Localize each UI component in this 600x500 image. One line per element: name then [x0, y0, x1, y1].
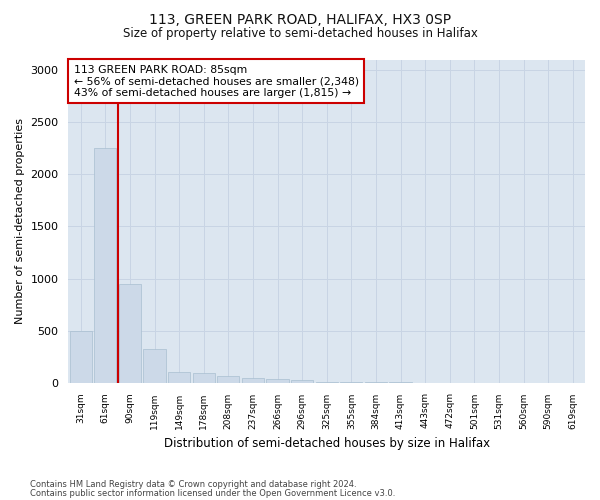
Bar — [143, 349, 166, 382]
Text: 113 GREEN PARK ROAD: 85sqm
← 56% of semi-detached houses are smaller (2,348)
43%: 113 GREEN PARK ROAD: 85sqm ← 56% of semi… — [74, 65, 359, 98]
Bar — [242, 378, 264, 382]
Text: Contains HM Land Registry data © Crown copyright and database right 2024.: Contains HM Land Registry data © Crown c… — [30, 480, 356, 489]
Bar — [266, 380, 289, 382]
Bar — [70, 330, 92, 382]
Bar — [217, 376, 239, 382]
Text: 113, GREEN PARK ROAD, HALIFAX, HX3 0SP: 113, GREEN PARK ROAD, HALIFAX, HX3 0SP — [149, 12, 451, 26]
Bar — [119, 284, 141, 382]
Bar — [193, 373, 215, 382]
X-axis label: Distribution of semi-detached houses by size in Halifax: Distribution of semi-detached houses by … — [164, 437, 490, 450]
Text: Size of property relative to semi-detached houses in Halifax: Size of property relative to semi-detach… — [122, 28, 478, 40]
Text: Contains public sector information licensed under the Open Government Licence v3: Contains public sector information licen… — [30, 488, 395, 498]
Y-axis label: Number of semi-detached properties: Number of semi-detached properties — [15, 118, 25, 324]
Bar — [168, 372, 190, 382]
Bar — [291, 380, 313, 382]
Bar — [94, 148, 116, 382]
